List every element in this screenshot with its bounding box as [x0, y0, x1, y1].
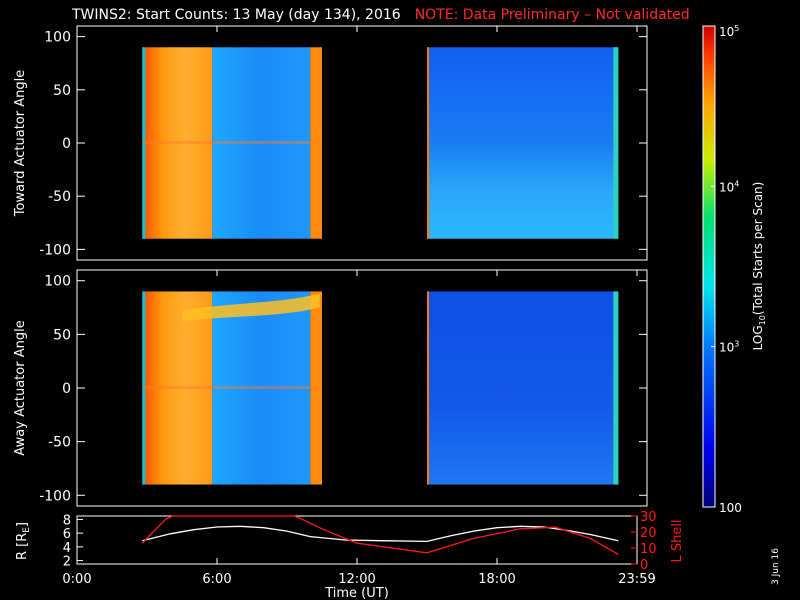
- heatmap-zero-stripe: [142, 386, 322, 389]
- xtick-label: 6:00: [202, 572, 231, 587]
- colorbar-tick-label: 104: [719, 179, 739, 194]
- r-ytick-label: 6: [63, 527, 71, 542]
- colorbar-tick-label: 105: [719, 24, 739, 39]
- ytick-label: -50: [48, 435, 71, 451]
- heatmap-block-early-edge: [310, 291, 322, 485]
- ytick-label: 50: [53, 83, 71, 99]
- heatmap-block-late-rightedge: [613, 291, 619, 485]
- r-series-line: [142, 525, 619, 543]
- heatmap-block-early-edge: [310, 47, 322, 239]
- colorbar-scale: [703, 26, 715, 507]
- heatmap-block-early-orange: [142, 291, 213, 485]
- x-axis-label: Time (UT): [324, 586, 389, 600]
- heatmap-block-early-blue: [212, 47, 311, 239]
- ytick-label: 50: [53, 327, 71, 343]
- colorbar-label: LOG10(Total Starts per Scan): [751, 182, 767, 351]
- heatmap-enhancement-band: [182, 293, 320, 322]
- colorbar-frame: [702, 25, 716, 508]
- heatmap-block-early-blue: [212, 291, 311, 485]
- ytick-label: 0: [62, 381, 71, 397]
- r-ylabel: R [RE]: [15, 522, 32, 560]
- heatmap-zero-stripe: [142, 141, 322, 144]
- title-text: TWINS2: Start Counts: 13 May (day 134), …: [72, 7, 401, 23]
- xtick-label: 12:00: [338, 572, 375, 587]
- xtick-label: 23:59: [618, 572, 655, 587]
- lshell-ytick-label: 20: [640, 526, 657, 541]
- away-ylabel: Away Actuator Angle: [13, 320, 28, 455]
- ytick-label: -100: [39, 488, 71, 504]
- lshell-series-line: [141, 515, 619, 555]
- heatmap-block-early-leftedge: [142, 291, 146, 485]
- xtick-label: 18:00: [478, 572, 515, 587]
- ytick-label: -100: [39, 242, 71, 258]
- away-panel: -100 -50 0 50 100 Away Actuator Angle: [13, 269, 648, 507]
- xtick-label: 0:00: [62, 572, 91, 587]
- heatmap-block-early-orange: [142, 47, 213, 239]
- figure-title: TWINS2: Start Counts: 13 May (day 134), …: [72, 7, 690, 23]
- r-ytick-label: 4: [63, 541, 71, 556]
- lshell-ytick-label: 0: [640, 558, 648, 573]
- colorbar-tick-label: 103: [719, 340, 739, 355]
- heatmap-block-late: [427, 47, 619, 239]
- colorbar: 105 104 103 100 LOG10(Total Starts per Scan…: [702, 24, 767, 515]
- lshell-ylabel: L Shell: [670, 519, 685, 562]
- heatmap-block-late-edge: [427, 291, 429, 485]
- lshell-ytick-label: 30: [640, 510, 657, 525]
- note-text: NOTE: Data Preliminary – Not validated: [414, 7, 690, 23]
- heatmap-block-late-edge: [427, 47, 429, 239]
- ytick-label: 100: [44, 30, 71, 46]
- heatmap-block-early-leftedge: [142, 47, 146, 239]
- r-ytick-label: 2: [63, 555, 71, 570]
- lshell-ytick-label: 10: [640, 542, 657, 557]
- heatmap-block-late: [427, 291, 619, 485]
- heatmap-block-late-rightedge: [613, 47, 619, 239]
- ytick-label: -50: [48, 189, 71, 205]
- toward-panel: -100 -50 0 50 100 Toward Actuator Angle: [13, 25, 648, 261]
- r-ytick-label: 8: [63, 513, 71, 528]
- toward-ylabel: Toward Actuator Angle: [13, 70, 28, 217]
- ytick-label: 0: [62, 136, 71, 152]
- date-stamp: 3 Jun 16: [771, 548, 781, 585]
- colorbar-tick-label: 100: [719, 501, 742, 515]
- ytick-label: 100: [44, 274, 71, 290]
